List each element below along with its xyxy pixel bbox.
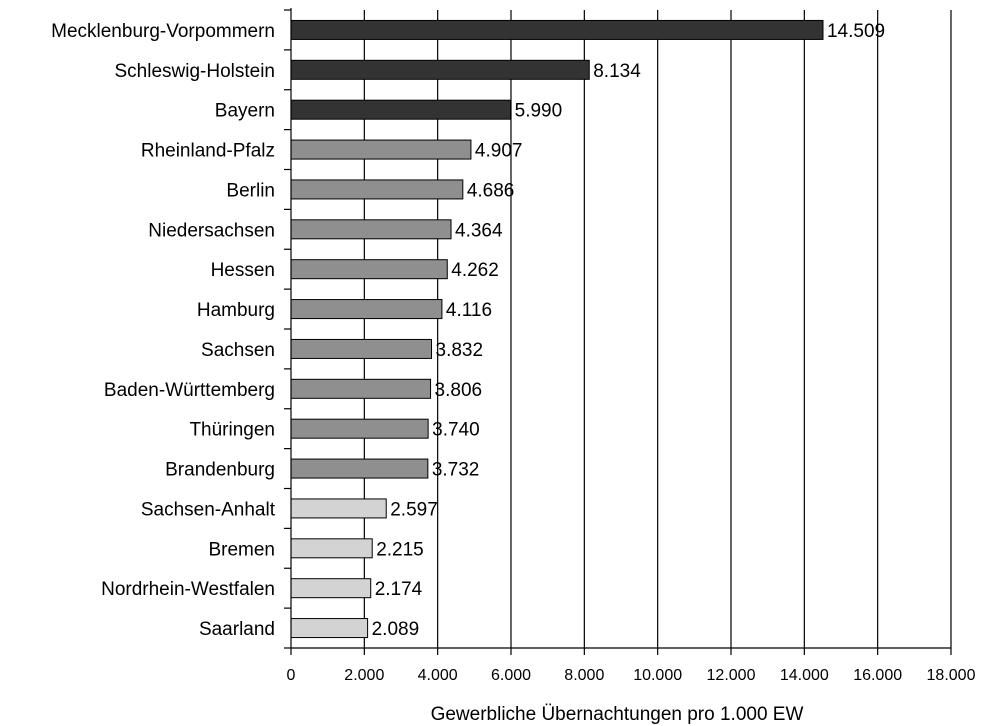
bar-value-label: 2.174 [375, 579, 423, 600]
bar [290, 59, 590, 80]
x-tick-label: 16.000 [853, 667, 902, 684]
bar-value-label: 2.215 [376, 539, 424, 560]
x-tick-label: 10.000 [633, 667, 682, 684]
bar [290, 299, 443, 320]
x-tick-label: 18.000 [927, 667, 976, 684]
bar [290, 458, 429, 479]
bar-value-label: 4.262 [451, 260, 499, 281]
category-label: Rheinland-Pfalz [141, 141, 275, 162]
bar [290, 19, 824, 40]
category-label: Brandenburg [165, 460, 275, 481]
x-tick-label: 0 [287, 667, 296, 684]
category-label: Niedersachsen [148, 220, 275, 241]
x-tick-label: 2.000 [344, 667, 384, 684]
bar-value-label: 4.907 [475, 141, 523, 162]
category-label: Schleswig-Holstein [114, 61, 275, 82]
x-tick-label: 12.000 [707, 667, 756, 684]
bar [290, 538, 373, 559]
bar [290, 139, 472, 160]
bar-value-label: 4.364 [455, 220, 503, 241]
category-label: Bayern [215, 101, 275, 122]
category-labels: Mecklenburg-Vorpommern Schleswig-Holstein… [51, 21, 276, 640]
bar [290, 99, 512, 120]
bar-value-label: 4.116 [446, 300, 492, 321]
bar-value-label: 3.740 [432, 420, 480, 441]
bar-value-label: 4.686 [467, 180, 515, 201]
x-tick-label: 14.000 [780, 667, 829, 684]
category-label: Bremen [208, 539, 275, 560]
x-tick-label: 6.000 [491, 667, 531, 684]
category-label: Thüringen [189, 420, 275, 441]
category-label: Hamburg [197, 300, 275, 321]
bar-value-label: 5.990 [515, 101, 563, 122]
bar-value-label: 3.832 [436, 340, 484, 361]
category-label: Baden-Württemberg [104, 380, 275, 401]
x-tick-label: 4.000 [418, 667, 458, 684]
bar [290, 219, 452, 240]
axes [284, 8, 952, 655]
bar [290, 179, 464, 200]
bar-value-label: 2.089 [372, 619, 420, 640]
category-label: Saarland [199, 619, 275, 640]
value-labels: 14.509 8.134 5.990 4.907 4.686 4.364 4.262 4.11… [372, 21, 886, 640]
category-label: Nordrhein-Westfalen [101, 579, 275, 600]
bar-value-label: 3.806 [435, 380, 483, 401]
bar-value-label: 8.134 [593, 61, 641, 82]
category-label: Berlin [226, 180, 275, 201]
bar [290, 498, 387, 519]
category-label: Sachsen [201, 340, 275, 361]
bar-value-label: 14.509 [827, 21, 885, 42]
category-label: Sachsen-Anhalt [141, 499, 276, 520]
bar [290, 418, 429, 439]
bar-value-label: 2.597 [390, 499, 438, 520]
bar [290, 378, 432, 399]
bar [290, 578, 372, 599]
x-tick-labels: 0 2.000 4.000 6.000 8.000 10.000 12.000 14.000 1… [287, 667, 976, 684]
bar [290, 338, 433, 359]
bar [290, 259, 448, 280]
x-tick-label: 8.000 [564, 667, 604, 684]
bar [290, 618, 369, 639]
bar-value-label: 3.732 [432, 460, 480, 481]
category-label: Mecklenburg-Vorpommern [51, 21, 275, 42]
x-axis-title: Gewerbliche Übernachtungen pro 1.000 EW [431, 704, 804, 725]
category-label: Hessen [211, 260, 275, 281]
